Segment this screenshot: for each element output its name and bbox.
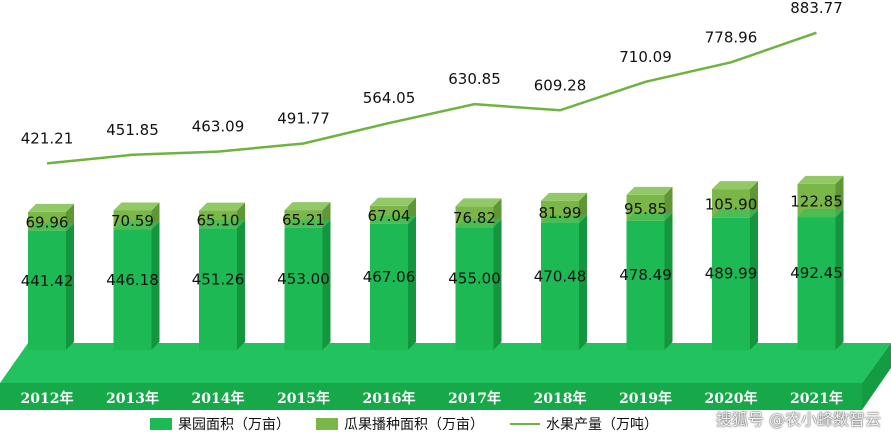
data-label-melon: 95.85 [624,200,667,218]
bar-melon-top [113,202,160,211]
floor-side [862,343,891,410]
bar-orchard-side [750,209,758,350]
data-label-fruit: 778.96 [705,28,758,46]
data-label-fruit: 630.85 [448,70,501,88]
data-label-fruit: 564.05 [363,89,416,107]
data-label-melon: 69.96 [26,213,69,231]
legend-label-melon: 瓜果播种面积（万亩） [344,417,484,433]
bar-orchard-side [237,220,245,350]
data-label-fruit: 463.09 [192,118,245,136]
data-label-melon: 105.90 [705,195,758,213]
x-tick-label: 2020年 [705,390,758,407]
bar-orchard-top [626,212,673,221]
data-label-fruit: 883.77 [790,0,843,17]
bar-orchard-top [113,221,160,230]
bar-orchard-side [408,215,416,350]
data-label-fruit: 421.21 [21,129,74,147]
legend-line-fruit [510,423,540,425]
data-label-orchard: 441.42 [21,272,74,290]
legend-swatch-orchard [150,418,172,430]
bar-melon-side [664,186,673,221]
x-tick-label: 2014年 [192,390,245,407]
legend-item-orchard: 果园面积（万亩） [150,414,290,434]
x-tick-label: 2015年 [277,390,330,407]
bar-orchard-side [151,221,160,350]
watermark: 搜狐号 @农小蜂数智云 [715,410,881,429]
data-label-orchard: 446.18 [106,271,159,289]
bar-orchard-top [28,222,74,231]
data-label-orchard: 455.00 [448,270,501,288]
bar-melon-side [835,175,844,218]
floor-top [0,343,891,383]
legend-label-fruit: 水果产量（万吨） [546,417,658,433]
data-label-melon: 67.04 [368,207,411,225]
data-label-melon: 76.82 [453,209,496,227]
bar-orchard-top [284,219,331,228]
legend: 果园面积（万亩） 瓜果播种面积（万亩） 水果产量（万吨） [150,414,684,434]
bar-orchard [455,227,494,350]
bar-orchard-top [541,214,587,223]
data-label-melon: 122.85 [790,192,843,210]
data-label-orchard: 467.06 [363,268,416,286]
x-tick-label: 2021年 [790,390,843,407]
bar-melon-top [28,203,74,212]
data-label-fruit: 451.85 [106,121,159,139]
line-fruit [46,31,817,165]
bar-orchard [28,230,66,350]
bar-orchard-top [370,215,416,224]
data-label-melon: 65.10 [197,211,240,229]
bar-melon-top [712,181,758,190]
data-label-fruit: 609.28 [534,76,587,94]
bar-orchard-top [199,220,245,229]
data-label-melon: 65.21 [282,211,325,229]
data-label-orchard: 492.45 [790,264,843,282]
bar-orchard [370,223,408,350]
data-label-fruit: 491.77 [277,109,330,127]
bar-orchard-side [66,222,74,350]
bar-orchard [541,222,579,350]
bar-orchard-side [579,214,587,350]
bar-orchard-side [664,212,673,350]
bar-orchard-side [322,219,331,350]
data-label-orchard: 453.00 [277,270,330,288]
bar-melon-top [626,186,673,195]
bar-orchard [113,229,152,350]
x-tick-label: 2012年 [21,390,74,407]
bar-orchard-side [835,209,844,350]
data-label-orchard: 489.99 [705,264,758,282]
data-label-melon: 81.99 [539,204,582,222]
bar-orchard [712,217,750,350]
x-tick-label: 2018年 [534,390,587,407]
bar-orchard-top [455,219,502,228]
bar-melon-top [797,175,844,184]
bar-orchard [797,217,836,350]
floor-front [0,383,862,410]
bar-orchard-top [797,209,844,218]
bar-melon-top [370,197,416,206]
bar-orchard [284,227,323,350]
legend-item-melon: 瓜果播种面积（万亩） [316,414,484,434]
bar-melon-top [284,202,331,211]
bar-melon-top [199,202,245,211]
data-label-fruit: 710.09 [619,48,672,66]
bar-orchard-top [712,209,758,218]
bar-orchard-side [493,219,502,350]
data-label-melon: 70.59 [111,212,154,230]
legend-label-orchard: 果园面积（万亩） [178,417,290,433]
bar-melon-side [750,181,758,218]
bar-melon-top [455,198,502,207]
x-tick-label: 2017年 [448,390,501,407]
bar-orchard [626,220,665,350]
data-label-orchard: 470.48 [534,267,587,285]
data-label-orchard: 451.26 [192,270,245,288]
bar-melon-top [541,192,587,201]
chart: 2012年 2013年 2014年 2015年 2016年 2017年 2018年 2019年… [0,0,891,410]
x-tick-label: 2019年 [619,390,672,407]
x-tick-label: 2013年 [106,390,159,407]
data-label-orchard: 478.49 [619,266,672,284]
legend-item-fruit: 水果产量（万吨） [510,414,658,434]
legend-swatch-melon [316,418,338,430]
x-tick-label: 2016年 [363,390,416,407]
bar-orchard [199,228,237,350]
